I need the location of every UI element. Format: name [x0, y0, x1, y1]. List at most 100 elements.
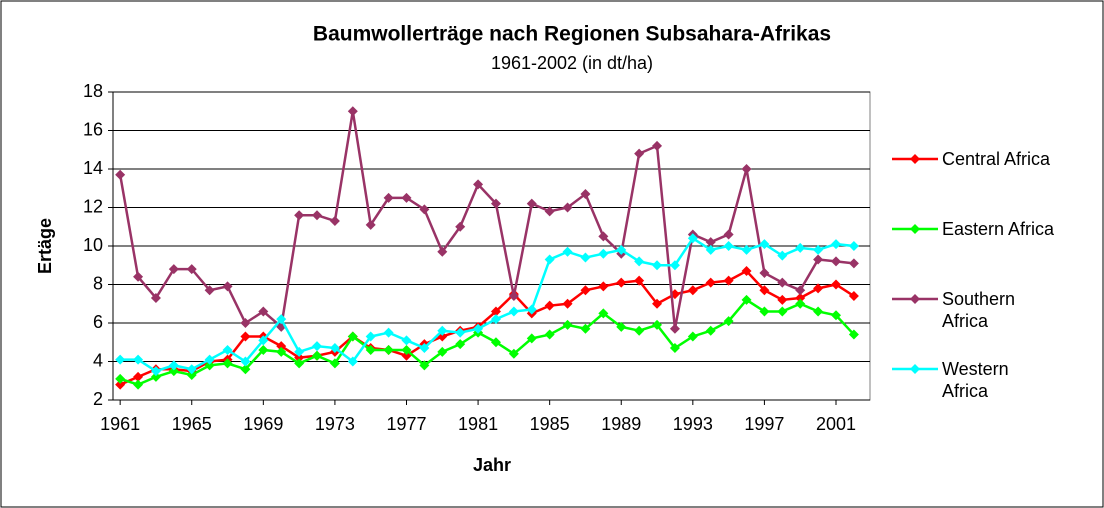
data-point — [705, 237, 716, 248]
data-point — [562, 319, 573, 330]
data-point — [258, 344, 269, 355]
data-point — [705, 277, 716, 288]
data-point — [669, 323, 680, 334]
data-point — [204, 360, 215, 371]
data-point — [669, 260, 680, 271]
data-point — [490, 314, 501, 325]
data-point — [795, 285, 806, 296]
legend-marker — [910, 364, 920, 374]
data-point — [258, 335, 269, 346]
legend-label: Western Africa — [942, 359, 1009, 401]
data-point — [401, 335, 412, 346]
data-point — [741, 266, 752, 277]
data-point — [848, 241, 859, 251]
data-point — [616, 321, 627, 332]
data-point — [544, 300, 555, 311]
data-point — [723, 241, 734, 251]
data-point — [150, 366, 161, 377]
data-point — [473, 323, 484, 334]
data-point — [240, 331, 251, 342]
y-axis-label: Ertäge — [35, 218, 55, 274]
data-point — [562, 202, 573, 213]
data-point — [276, 346, 287, 357]
series-line — [118, 111, 855, 330]
x-tick-label: 1989 — [601, 414, 641, 434]
data-point — [598, 248, 609, 259]
data-point — [759, 239, 770, 250]
x-tick-label: 1981 — [458, 414, 498, 434]
y-tick-label: 10 — [83, 235, 103, 255]
data-point — [544, 329, 555, 340]
data-point — [294, 346, 305, 357]
data-point — [813, 283, 824, 294]
x-tick-label: 1969 — [243, 414, 283, 434]
data-point — [598, 231, 609, 242]
chart-subtitle: 1961-2002 (in dt/ha) — [491, 53, 653, 73]
data-point — [115, 373, 126, 384]
data-point — [508, 291, 519, 302]
legend-marker — [910, 224, 920, 234]
data-point — [437, 346, 448, 357]
data-point — [276, 314, 287, 325]
data-point — [186, 369, 197, 380]
chart-title: Baumwollerträge nach Regionen Subsahara-… — [313, 23, 831, 46]
data-point — [813, 254, 824, 265]
data-point — [186, 264, 197, 275]
data-point — [777, 250, 788, 261]
data-point — [652, 140, 663, 151]
data-point — [652, 298, 663, 309]
data-point — [455, 327, 466, 338]
data-point — [830, 310, 841, 321]
x-tick-label: 1961 — [100, 414, 140, 434]
data-point — [222, 344, 233, 355]
legend-marker — [910, 154, 920, 164]
data-point — [741, 164, 752, 174]
data-point — [848, 258, 859, 269]
x-tick-label: 1997 — [744, 414, 784, 434]
data-point — [616, 244, 627, 255]
x-tick-label: 1985 — [530, 414, 570, 434]
legend-marker — [910, 294, 920, 304]
data-point — [526, 198, 537, 209]
data-point — [580, 189, 591, 200]
data-point — [544, 254, 555, 265]
x-tick-label: 1973 — [315, 414, 355, 434]
legend-label: Central Africa — [942, 149, 1051, 169]
data-point — [222, 281, 233, 292]
data-point — [455, 339, 466, 350]
legend-entry: Western Africa — [942, 358, 1042, 402]
data-point — [526, 304, 537, 315]
data-point — [312, 341, 323, 352]
y-tick-label: 8 — [93, 273, 103, 293]
data-point — [848, 291, 859, 302]
data-point — [383, 327, 394, 338]
data-point — [508, 306, 519, 317]
data-point — [759, 306, 770, 317]
data-point — [294, 352, 305, 363]
data-point — [544, 206, 555, 217]
data-point — [437, 325, 448, 336]
data-point — [598, 281, 609, 292]
data-point — [133, 271, 144, 282]
data-point — [115, 169, 126, 180]
data-point — [347, 356, 358, 367]
data-point — [150, 292, 161, 303]
data-point — [777, 277, 788, 288]
x-axis-label: Jahr — [473, 455, 511, 475]
data-point — [365, 344, 376, 355]
data-point — [455, 221, 466, 232]
y-tick-label: 4 — [93, 350, 103, 370]
data-point — [562, 298, 573, 309]
data-point — [723, 316, 734, 327]
data-point — [526, 333, 537, 344]
data-point — [401, 192, 412, 203]
data-point — [795, 298, 806, 309]
data-point — [150, 371, 161, 382]
data-point — [329, 358, 340, 369]
data-point — [777, 294, 788, 305]
y-tick-label: 16 — [83, 119, 103, 139]
data-point — [186, 364, 197, 375]
data-point — [294, 358, 305, 369]
data-point — [634, 148, 645, 159]
